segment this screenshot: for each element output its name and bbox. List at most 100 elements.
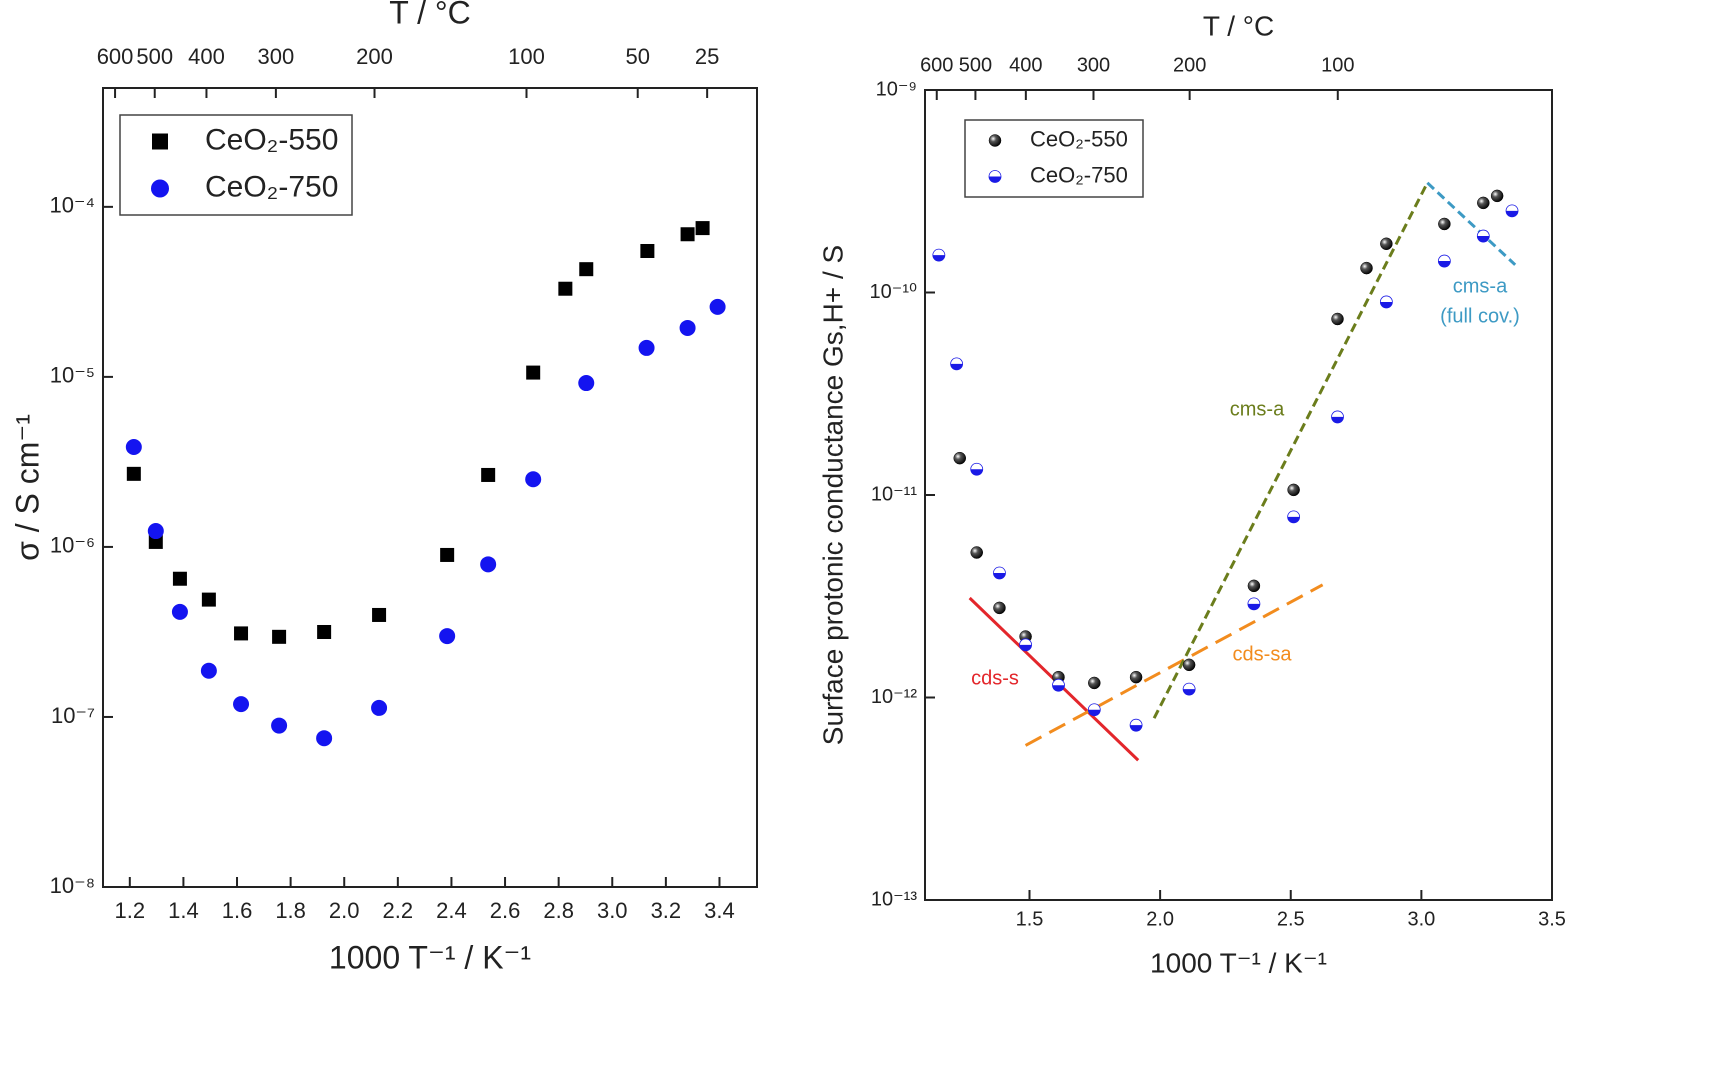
marker bbox=[1331, 312, 1344, 326]
marker bbox=[1129, 670, 1143, 684]
fit-label: cms-a bbox=[1453, 275, 1508, 297]
fit-label: (full cov.) bbox=[1440, 305, 1520, 327]
marker bbox=[151, 179, 169, 198]
marker-shape bbox=[525, 471, 542, 488]
marker-shape bbox=[578, 375, 595, 392]
marker-shape bbox=[147, 523, 164, 540]
x-tick-label: 1.4 bbox=[168, 898, 199, 923]
marker bbox=[234, 626, 249, 641]
marker-shape bbox=[1019, 644, 1032, 651]
x-tick-label: 2.6 bbox=[490, 898, 521, 923]
marker-shape bbox=[1506, 210, 1519, 217]
x-axis-label: 1000 T⁻¹ / K⁻¹ bbox=[329, 939, 531, 975]
marker-shape bbox=[638, 339, 655, 356]
marker-shape bbox=[1360, 261, 1373, 275]
x2-tick-label: 50 bbox=[625, 44, 649, 69]
marker bbox=[525, 471, 542, 488]
marker bbox=[988, 134, 1002, 147]
marker-shape bbox=[316, 730, 333, 747]
marker bbox=[1331, 410, 1344, 424]
marker-shape bbox=[579, 262, 594, 277]
x-tick-label: 3.0 bbox=[1407, 908, 1435, 930]
marker bbox=[1380, 237, 1393, 251]
marker-shape bbox=[1129, 670, 1143, 684]
marker-shape bbox=[1183, 689, 1196, 696]
marker-shape bbox=[125, 438, 142, 455]
x-axis-label: 1000 T⁻¹ / K⁻¹ bbox=[1150, 947, 1327, 978]
marker-shape bbox=[271, 717, 288, 734]
marker-shape bbox=[148, 534, 163, 549]
marker bbox=[1087, 703, 1101, 717]
marker-shape bbox=[1287, 483, 1300, 497]
y-tick-label: 10⁻¹¹ bbox=[871, 483, 917, 505]
marker-shape bbox=[1438, 261, 1451, 268]
marker bbox=[480, 556, 497, 573]
x2-axis-label: T / °C bbox=[1203, 10, 1274, 41]
marker bbox=[1019, 638, 1032, 652]
x-tick-label: 3.4 bbox=[704, 898, 735, 923]
marker bbox=[638, 339, 655, 356]
x-tick-label: 2.4 bbox=[436, 898, 467, 923]
marker-shape bbox=[480, 556, 497, 573]
marker bbox=[148, 534, 163, 549]
x2-tick-label: 400 bbox=[1009, 54, 1042, 76]
marker-shape bbox=[1287, 516, 1300, 523]
marker bbox=[1379, 295, 1393, 309]
x2-tick-label: 100 bbox=[508, 44, 545, 69]
marker bbox=[1287, 510, 1301, 524]
x-tick-label: 2.8 bbox=[543, 898, 574, 923]
marker bbox=[317, 624, 332, 639]
fit-label: cms-a bbox=[1230, 398, 1285, 420]
x-tick-label: 2.0 bbox=[1146, 908, 1174, 930]
marker-shape bbox=[932, 255, 945, 262]
marker bbox=[1129, 718, 1143, 732]
marker bbox=[371, 699, 388, 716]
marker-shape bbox=[1331, 416, 1344, 423]
marker-shape bbox=[1130, 725, 1143, 732]
marker-shape bbox=[440, 547, 455, 562]
marker-shape bbox=[372, 607, 387, 622]
marker-shape bbox=[1477, 236, 1490, 243]
fit-line bbox=[1152, 182, 1429, 719]
marker-shape bbox=[640, 243, 655, 258]
marker-shape bbox=[1331, 312, 1344, 326]
marker bbox=[200, 662, 217, 679]
marker bbox=[316, 730, 333, 747]
marker-shape bbox=[272, 629, 287, 644]
y-tick-label: 10⁻¹⁰ bbox=[870, 281, 917, 303]
marker bbox=[680, 227, 695, 242]
marker-shape bbox=[171, 603, 188, 620]
x2-axis-label: T / °C bbox=[389, 0, 471, 30]
marker bbox=[1438, 217, 1451, 231]
marker-shape bbox=[151, 179, 169, 198]
x2-tick-label: 500 bbox=[959, 54, 992, 76]
legend-label: CeO₂-550 bbox=[205, 123, 338, 156]
marker bbox=[1182, 682, 1196, 696]
marker bbox=[679, 319, 696, 336]
marker-shape bbox=[152, 133, 168, 150]
marker-shape bbox=[679, 319, 696, 336]
marker bbox=[271, 717, 288, 734]
marker-shape bbox=[1247, 603, 1260, 610]
y-tick-label: 10⁻⁶ bbox=[50, 533, 95, 558]
marker bbox=[172, 571, 187, 586]
marker bbox=[526, 365, 541, 380]
plot-frame bbox=[102, 87, 758, 888]
y-tick-label: 10⁻⁹ bbox=[876, 78, 917, 100]
marker-shape bbox=[371, 699, 388, 716]
x2-tick-label: 600 bbox=[920, 54, 953, 76]
x2-tick-label: 300 bbox=[1077, 54, 1110, 76]
marker-shape bbox=[172, 571, 187, 586]
fit-label: cds-sa bbox=[1233, 643, 1293, 665]
marker bbox=[993, 601, 1006, 615]
marker-shape bbox=[709, 298, 726, 315]
marker-shape bbox=[970, 546, 983, 559]
marker-shape bbox=[695, 221, 710, 236]
marker-shape bbox=[1490, 189, 1504, 203]
x-tick-label: 1.2 bbox=[115, 898, 146, 923]
marker-shape bbox=[558, 281, 573, 296]
marker-shape bbox=[1438, 217, 1451, 231]
marker bbox=[439, 628, 456, 645]
marker bbox=[125, 438, 142, 455]
marker bbox=[695, 221, 710, 236]
